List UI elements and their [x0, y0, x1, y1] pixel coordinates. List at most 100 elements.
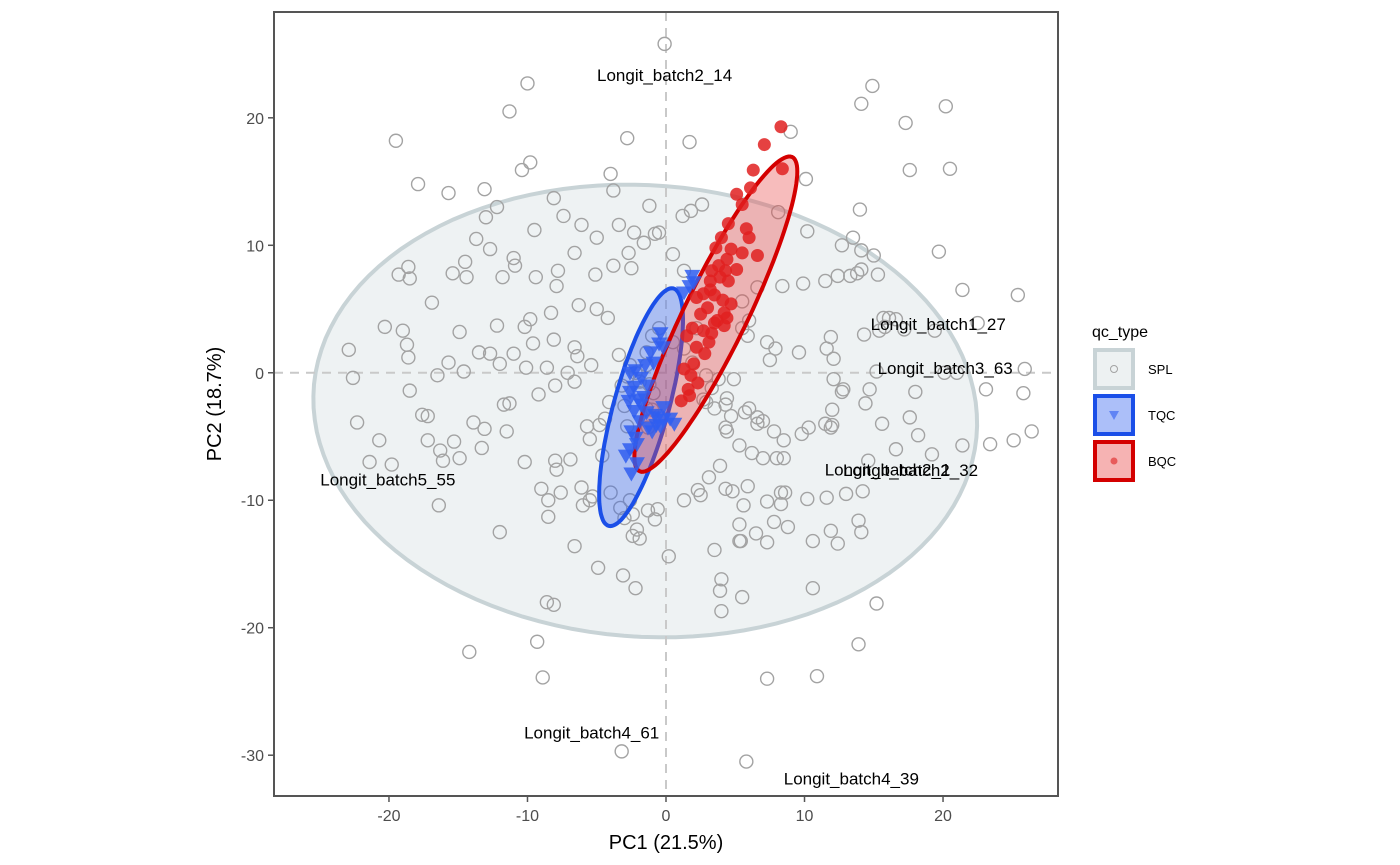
- spl-point: [854, 262, 869, 277]
- x-tick-label: 0: [662, 808, 671, 825]
- bqc-point: [721, 217, 735, 231]
- axes: -20 -10 0 10 20 -30 -20 -10 0 10 20: [241, 11, 1059, 825]
- spl-point: [570, 348, 585, 364]
- spl-point: [528, 269, 543, 285]
- spl-point: [818, 273, 833, 289]
- spl-point: [740, 479, 755, 494]
- spl-point: [567, 374, 582, 389]
- legend-marker-spl: [1110, 365, 1118, 373]
- y-tick-label: -30: [241, 748, 264, 765]
- spl-point: [982, 436, 998, 452]
- spl-point: [415, 407, 430, 423]
- spl-point: [632, 531, 647, 546]
- spl-point: [780, 519, 796, 535]
- spl-point: [539, 595, 555, 610]
- point-label: Longit_batch5_55: [320, 471, 455, 490]
- spl-point: [372, 433, 387, 448]
- spl-point: [549, 278, 564, 294]
- spl-point: [759, 494, 775, 509]
- x-tick-label: -10: [516, 808, 539, 825]
- spl-point: [725, 484, 740, 499]
- spl-point: [517, 454, 532, 470]
- spl-point: [420, 408, 435, 424]
- spl-point: [553, 485, 568, 500]
- spl-point: [732, 533, 747, 549]
- spl-point: [546, 597, 562, 612]
- spl-point: [603, 485, 618, 500]
- spl-point: [861, 453, 876, 468]
- spl-point: [402, 383, 417, 398]
- tqc-point: [642, 346, 659, 361]
- spl-point: [560, 365, 575, 380]
- spl-point: [955, 438, 970, 453]
- spl-point: [809, 668, 825, 684]
- x-tick-label: 10: [796, 808, 814, 825]
- spl-point: [849, 266, 865, 281]
- spl-point: [750, 416, 765, 431]
- spl-point: [718, 397, 733, 412]
- bqc-point: [757, 138, 771, 152]
- spl-point: [762, 352, 778, 368]
- bqc-point: [702, 335, 716, 349]
- tqc-point: [655, 341, 672, 356]
- spl-point: [683, 203, 699, 219]
- spl-point: [611, 347, 627, 363]
- spl-point: [523, 155, 538, 170]
- tqc-point: [621, 385, 638, 400]
- spl-point: [603, 166, 618, 182]
- spl-point: [621, 245, 636, 261]
- spl-point: [457, 254, 473, 270]
- spl-point: [897, 322, 912, 337]
- spl-point: [851, 513, 866, 528]
- spl-point: [571, 298, 586, 313]
- spl-point: [517, 319, 532, 335]
- spl-point: [474, 440, 489, 456]
- spl-point: [942, 161, 958, 177]
- spl-point: [970, 315, 985, 331]
- spl-point: [805, 581, 821, 596]
- bqc-point: [714, 231, 728, 245]
- spl-point: [682, 134, 697, 150]
- legend-item-tqc: TQC: [1093, 394, 1175, 436]
- spl-point: [341, 342, 356, 358]
- spl-point: [825, 417, 840, 433]
- legend-key-spl: [1093, 348, 1135, 390]
- spl-point: [819, 490, 834, 505]
- tqc-point: [617, 449, 634, 464]
- spl-point: [759, 535, 775, 550]
- spl-point: [759, 671, 775, 686]
- spl-point: [534, 481, 549, 496]
- spl-point: [401, 350, 416, 365]
- spl-point: [924, 447, 940, 462]
- spl-point: [547, 378, 563, 393]
- spl-point: [626, 225, 642, 240]
- spl-point: [888, 442, 904, 457]
- spl-point: [531, 387, 546, 402]
- spl-point: [502, 104, 517, 119]
- spl-point: [471, 345, 487, 360]
- spl-point: [575, 498, 591, 513]
- spl-point: [606, 183, 621, 198]
- spl-point: [445, 266, 460, 281]
- spl-point: [567, 245, 582, 261]
- spl-point: [430, 368, 445, 383]
- spl-point: [805, 533, 821, 549]
- spl-point: [492, 524, 507, 540]
- point-labels: Longit_batch2_14 Longit_batch1_27 Longit_b…: [320, 66, 1013, 789]
- point-label: Longit_batch2_1: [825, 460, 951, 479]
- legend-title: qc_type: [1092, 324, 1148, 341]
- spl-point: [776, 433, 791, 448]
- spl-point: [499, 424, 514, 439]
- spl-point: [869, 364, 884, 379]
- spl-point: [718, 481, 733, 496]
- legend-item-spl: SPL: [1093, 348, 1173, 390]
- spl-point: [588, 267, 603, 282]
- spl-point: [636, 235, 652, 250]
- point-label: Longit_batch3_63: [878, 359, 1013, 378]
- x-axis-title: PC1 (21.5%): [609, 832, 724, 854]
- spl-point: [773, 485, 789, 500]
- spl-point: [734, 589, 750, 605]
- spl-point: [410, 176, 426, 192]
- spl-point: [546, 190, 562, 206]
- spl-point: [388, 133, 404, 148]
